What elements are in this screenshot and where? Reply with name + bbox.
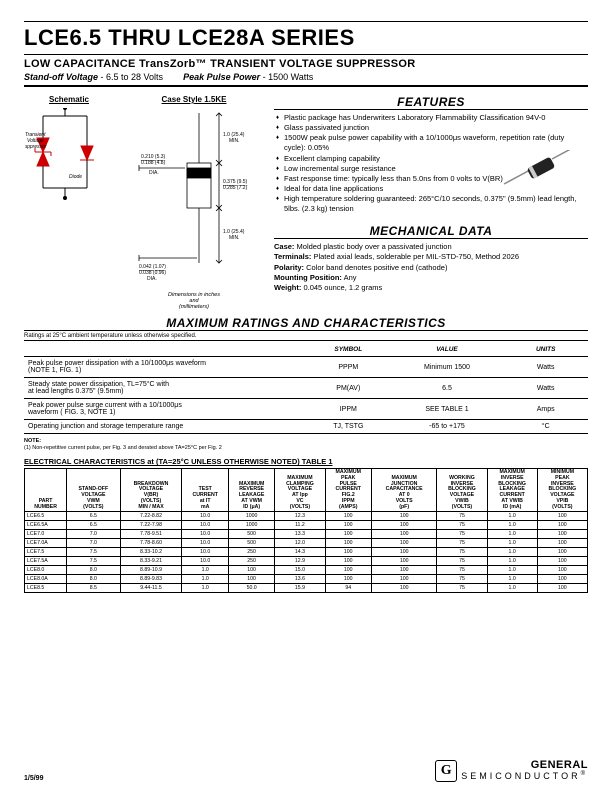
elec-header-cell: BREAKDOWNVOLTAGEV(BR)(VOLTS)MIN / MAX [120,469,182,512]
logo-reg: ® [581,771,588,777]
feature-item: Plastic package has Underwriters Laborat… [276,113,588,123]
spec-left-label: Stand-off Voltage [24,72,98,82]
svg-text:0.188 (4.8): 0.188 (4.8) [141,160,166,166]
elec-header-cell: MAXIMUMINVERSEBLOCKINGLEAKAGECURRENTAT V… [487,469,537,512]
case-header: Case Style 1.5KE [124,95,264,104]
elec-row: LCE8.08.08.89-10.91.010015.0100100751.01… [25,566,588,575]
elec-row: LCE7.0A7.07.78-8.6010.050012.0100100751.… [25,539,588,548]
note-label: NOTE: [24,438,41,444]
page-title: LCE6.5 THRU LCE28A SERIES [24,25,588,51]
elec-table: PARTNUMBERSTAND-OFFVOLTAGEVWM(VOLTS)BREA… [24,468,588,593]
elec-header-cell: MAXIMUMCLAMPINGVOLTAGEAT IppVC(VOLTS) [275,469,325,512]
spec-line: Stand-off Voltage - 6.5 to 28 Volts Peak… [24,72,588,82]
ratings-row: Operating junction and storage temperatu… [24,420,588,434]
ratings-row: Peak pulse power dissipation with a 10/1… [24,357,588,378]
schematic-column: Schematic [24,95,114,310]
mech-row: Mounting Position: Any [274,273,588,283]
elec-header-cell: TESTCURRENTat ITmA [182,469,228,512]
svg-text:DIA.: DIA. [149,170,159,176]
elec-header-cell: MINIMUMPEAKINVERSEBLOCKINGVOLTAGEVPIB(VO… [537,469,587,512]
ratings-col-symbol: SYMBOL [306,343,391,357]
case-column: Case Style 1.5KE [124,95,264,310]
mech-row: Terminals: Plated axial leads, solderabl… [274,252,588,262]
spec-right-val: - 1500 Watts [260,72,313,82]
svg-text:DIA.: DIA. [147,276,157,282]
feature-item: High temperature soldering guaranteed: 2… [276,194,588,214]
footer-date: 1/5/99 [24,775,43,782]
elec-header-cell: MAXIMUMREVERSELEAKAGEAT VWMID (μA) [228,469,274,512]
svg-text:Diode: Diode [69,174,82,180]
right-column: FEATURES Plastic package has Underwriter… [274,95,588,310]
svg-text:Suppressor: Suppressor [25,144,47,150]
mech-row: Case: Molded plastic body over a passiva… [274,242,588,252]
elec-title: ELECTRICAL CHARACTERISTICS at (TA=25°C U… [24,457,588,466]
ratings-row: Steady state power dissipation, TL=75°C … [24,378,588,399]
schematic-header: Schematic [24,95,114,104]
dim-note: Dimensions in inchesand(millimeters) [124,292,264,310]
subtitle: LOW CAPACITANCE TransZorb™ TRANSIENT VOL… [24,58,588,70]
diode-photo [502,150,582,190]
mech-row: Polarity: Color band denotes positive en… [274,263,588,273]
elec-header-cell: STAND-OFFVOLTAGEVWM(VOLTS) [67,469,120,512]
ratings-table: SYMBOL VALUE UNITS Peak pulse power diss… [24,343,588,434]
mech-data: Case: Molded plastic body over a passiva… [274,242,588,293]
schematic-svg: Transient Voltage Suppressor Diode [25,108,113,228]
spec-left-val: - 6.5 to 28 Volts [98,72,163,82]
top-row: Schematic [24,95,588,310]
logo-icon: G [435,760,457,782]
mech-header: MECHANICAL DATA [274,224,588,239]
max-header: MAXIMUM RATINGS AND CHARACTERISTICS [24,316,588,331]
ratings-col-units: UNITS [503,343,588,357]
elec-row: LCE6.56.57.22-8.8210.0100012.3100100751.… [25,512,588,521]
logo-top: GENERAL [531,759,588,771]
logo: G GENERAL SEMICONDUCTOR® [435,760,588,782]
elec-header-cell: MAXIMUMPEAKPULSECURRENTFIG.2IPPM(AMPS) [325,469,371,512]
elec-row: LCE8.0A8.08.89-9.831.010013.6100100751.0… [25,575,588,584]
elec-header-cell: WORKINGINVERSEBLOCKINGVOLTAGEVWIB(VOLTS) [437,469,487,512]
logo-bot: SEMICONDUCTOR [461,771,580,781]
features-header: FEATURES [274,95,588,110]
elec-row: LCE8.58.59.44-11.51.050.015.994100751.01… [25,584,588,593]
ratings-row: Peak power pulse surge current with a 10… [24,399,588,420]
elec-row: LCE7.57.58.33-10.210.025014.3100100751.0… [25,548,588,557]
svg-text:MIN.: MIN. [229,235,240,241]
case-svg: 1.0 (25.4) MIN. 0.210 (5.3) 0.188 (4.8) … [129,108,259,288]
svg-text:MIN.: MIN. [229,138,240,144]
svg-text:0.285 (7.2): 0.285 (7.2) [223,185,248,191]
ratings-col-value: VALUE [391,343,504,357]
ratings-note: Ratings at 25°C ambient temperature unle… [24,333,588,341]
elec-header-cell: PARTNUMBER [25,469,67,512]
elec-row: LCE7.5A7.58.33-9.2110.025012.9100100751.… [25,557,588,566]
note-block: NOTE: (1) Non-repetitive current pulse, … [24,438,588,451]
note-text: (1) Non-repetitive current pulse, per Fi… [24,445,222,451]
spec-right-label: Peak Pulse Power [183,72,260,82]
elec-row: LCE7.07.07.78-9.5110.050013.3100100751.0… [25,530,588,539]
subtitle-text: LOW CAPACITANCE TransZorb™ TRANSIENT VOL… [24,58,416,70]
mech-row: Weight: 0.045 ounce, 1.2 grams [274,283,588,293]
footer: 1/5/99 G GENERAL SEMICONDUCTOR® [24,760,588,782]
elec-row: LCE6.5A6.57.22-7.9810.0100011.2100100751… [25,521,588,530]
feature-item: Glass passivated junction [276,123,588,133]
elec-header-cell: MAXIMUMJUNCTIONCAPACITANCEAT 0VOLTS(pF) [371,469,436,512]
